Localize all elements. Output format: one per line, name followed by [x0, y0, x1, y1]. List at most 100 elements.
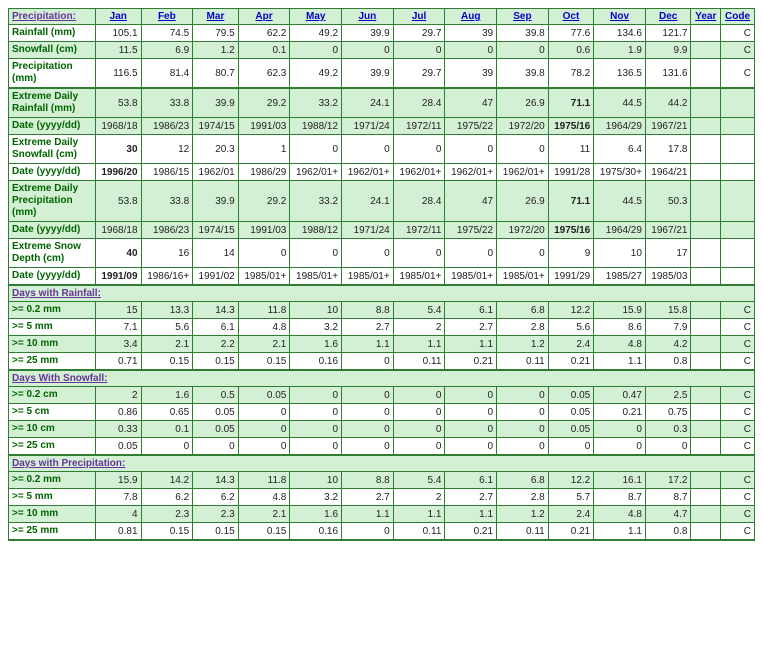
month-header[interactable]: May: [290, 9, 342, 25]
month-header[interactable]: Jan: [96, 9, 142, 25]
table-row: Extreme Daily Rainfall (mm)53.833.839.92…: [9, 88, 755, 118]
data-cell: 1.1: [445, 336, 497, 353]
data-cell: 0: [497, 42, 549, 59]
data-cell: 1972/11: [393, 222, 445, 239]
data-cell: 0: [393, 438, 445, 456]
data-cell: 71.1: [548, 88, 594, 118]
data-cell: 0: [342, 42, 394, 59]
data-cell: 0.8: [645, 523, 691, 541]
data-cell: 134.6: [594, 25, 646, 42]
data-cell: 0.15: [141, 523, 193, 541]
data-cell: 33.8: [141, 88, 193, 118]
data-cell: [721, 239, 755, 268]
corner-header[interactable]: Precipitation:: [9, 9, 96, 25]
table-row: >= 5 mm7.15.66.14.83.22.722.72.85.68.67.…: [9, 319, 755, 336]
data-cell: 0.71: [96, 353, 142, 371]
data-cell: 1.2: [193, 42, 239, 59]
data-cell: 81.4: [141, 59, 193, 89]
month-header[interactable]: Aug: [445, 9, 497, 25]
data-cell: C: [721, 59, 755, 89]
data-cell: 1974/15: [193, 118, 239, 135]
data-cell: 33.2: [290, 181, 342, 222]
data-cell: [691, 164, 721, 181]
data-cell: 62.3: [238, 59, 290, 89]
month-header[interactable]: Apr: [238, 9, 290, 25]
data-cell: [691, 88, 721, 118]
data-cell: 26.9: [497, 181, 549, 222]
table-row: Snowfall (cm)11.56.91.20.1000000.61.99.9…: [9, 42, 755, 59]
data-cell: 131.6: [645, 59, 691, 89]
data-cell: 1962/01+: [342, 164, 394, 181]
data-cell: 0: [290, 42, 342, 59]
data-cell: 4.8: [238, 319, 290, 336]
data-cell: 1962/01+: [497, 164, 549, 181]
data-cell: 0: [445, 387, 497, 404]
data-cell: 1.1: [594, 353, 646, 371]
data-cell: 8.6: [594, 319, 646, 336]
data-cell: 0.21: [548, 353, 594, 371]
data-cell: [691, 336, 721, 353]
data-cell: 10: [290, 472, 342, 489]
data-cell: 1971/24: [342, 222, 394, 239]
data-cell: 1964/29: [594, 222, 646, 239]
month-header[interactable]: Oct: [548, 9, 594, 25]
data-cell: 1975/16: [548, 118, 594, 135]
data-cell: 14: [193, 239, 239, 268]
extra-header[interactable]: Code: [721, 9, 755, 25]
data-cell: 2.4: [548, 336, 594, 353]
data-cell: 0.15: [238, 523, 290, 541]
data-cell: [691, 59, 721, 89]
data-cell: 2: [393, 319, 445, 336]
data-cell: 0: [238, 421, 290, 438]
month-header[interactable]: Feb: [141, 9, 193, 25]
data-cell: 0: [445, 239, 497, 268]
table-row: >= 5 mm7.86.26.24.83.22.722.72.85.78.78.…: [9, 489, 755, 506]
data-cell: 16: [141, 239, 193, 268]
data-cell: 0.11: [393, 353, 445, 371]
month-header[interactable]: Nov: [594, 9, 646, 25]
data-cell: 1972/11: [393, 118, 445, 135]
month-header[interactable]: Sep: [497, 9, 549, 25]
data-cell: [691, 268, 721, 286]
data-cell: 0: [594, 438, 646, 456]
data-cell: 2.8: [497, 319, 549, 336]
data-cell: 1975/16: [548, 222, 594, 239]
data-cell: C: [721, 387, 755, 404]
data-cell: 24.1: [342, 88, 394, 118]
data-cell: 0.47: [594, 387, 646, 404]
data-cell: 2.1: [141, 336, 193, 353]
table-row: >= 10 mm3.42.12.22.11.61.11.11.11.22.44.…: [9, 336, 755, 353]
data-cell: 0.21: [445, 523, 497, 541]
month-header[interactable]: Mar: [193, 9, 239, 25]
month-header[interactable]: Dec: [645, 9, 691, 25]
data-cell: 39.9: [342, 25, 394, 42]
row-header: Snowfall (cm): [9, 42, 96, 59]
row-header: >= 5 cm: [9, 404, 96, 421]
header-row: Precipitation: JanFebMarAprMayJunJulAugS…: [9, 9, 755, 25]
data-cell: 15.9: [96, 472, 142, 489]
data-cell: 14.2: [141, 472, 193, 489]
section-header[interactable]: Days With Snowfall:: [9, 370, 755, 387]
data-cell: 29.7: [393, 59, 445, 89]
table-row: >= 0.2 cm21.60.50.05000000.050.472.5C: [9, 387, 755, 404]
data-cell: 15: [96, 302, 142, 319]
data-cell: 2.1: [238, 336, 290, 353]
data-cell: 1967/21: [645, 118, 691, 135]
data-cell: 1991/03: [238, 222, 290, 239]
month-header[interactable]: Jun: [342, 9, 394, 25]
data-cell: 0.05: [548, 387, 594, 404]
section-header[interactable]: Days with Rainfall:: [9, 285, 755, 302]
month-header[interactable]: Jul: [393, 9, 445, 25]
data-cell: 0: [645, 438, 691, 456]
data-cell: 3.4: [96, 336, 142, 353]
data-cell: 0: [141, 438, 193, 456]
data-cell: 29.2: [238, 181, 290, 222]
data-cell: 39.9: [193, 88, 239, 118]
data-cell: 1986/23: [141, 118, 193, 135]
data-cell: 1988/12: [290, 222, 342, 239]
extra-header[interactable]: Year: [691, 9, 721, 25]
section-header[interactable]: Days with Precipitation:: [9, 455, 755, 472]
data-cell: 2.7: [445, 489, 497, 506]
data-cell: 8.8: [342, 302, 394, 319]
data-cell: 1964/29: [594, 118, 646, 135]
